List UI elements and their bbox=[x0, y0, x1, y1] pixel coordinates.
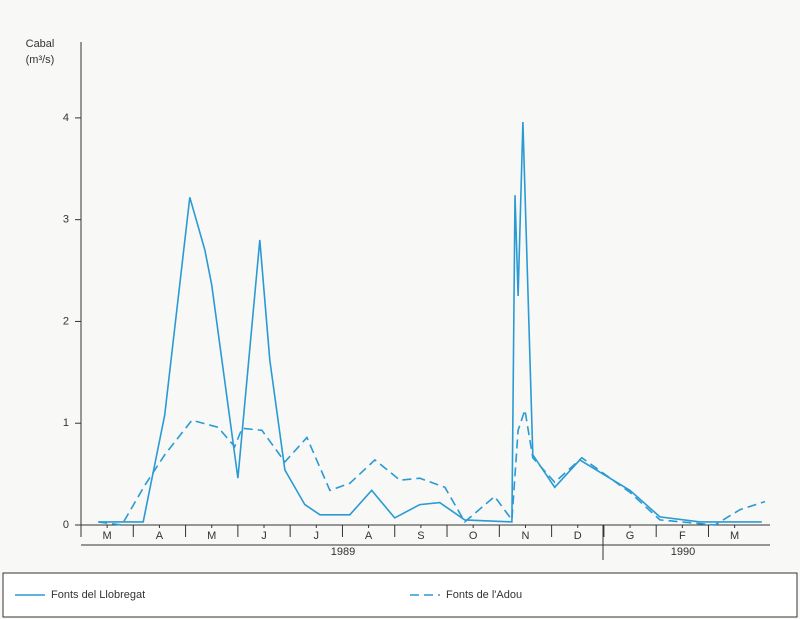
y-axis-label: (m³/s) bbox=[26, 54, 55, 66]
line-series bbox=[98, 121, 762, 523]
x-tick-label: N bbox=[521, 530, 529, 542]
year-label: 1989 bbox=[331, 546, 355, 558]
y-tick-label: 1 bbox=[63, 417, 69, 429]
legend-box bbox=[2, 572, 798, 618]
y-tick-label: 3 bbox=[63, 214, 69, 226]
y-tick-label: 4 bbox=[63, 112, 69, 124]
x-tick-label: J bbox=[314, 530, 320, 542]
x-tick-label: M bbox=[207, 530, 216, 542]
x-tick-label: S bbox=[417, 530, 424, 542]
y-tick-label: 0 bbox=[63, 519, 69, 531]
y-tick-label: 2 bbox=[63, 315, 69, 327]
x-tick-label: O bbox=[469, 530, 478, 542]
y-axis-label: Cabal bbox=[26, 38, 55, 50]
x-tick-label: A bbox=[365, 530, 373, 542]
line-series bbox=[98, 409, 766, 526]
legend-label: Fonts de l'Adou bbox=[446, 589, 522, 601]
legend-label: Fonts del Llobregat bbox=[51, 589, 145, 601]
year-label: 1990 bbox=[671, 546, 695, 558]
x-tick-label: J bbox=[261, 530, 267, 542]
x-tick-label: D bbox=[574, 530, 582, 542]
x-tick-label: A bbox=[156, 530, 164, 542]
x-tick-label: F bbox=[679, 530, 686, 542]
x-tick-label: G bbox=[626, 530, 635, 542]
x-tick-label: M bbox=[730, 530, 739, 542]
x-tick-label: M bbox=[103, 530, 112, 542]
